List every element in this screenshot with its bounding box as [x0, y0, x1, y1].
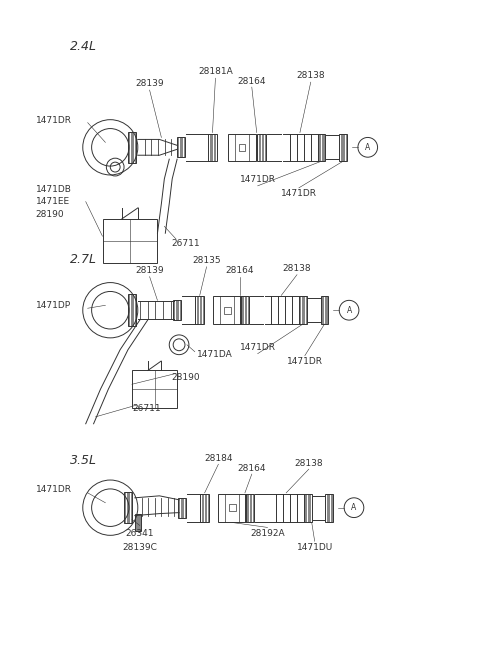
Text: 1471DR: 1471DR — [36, 485, 72, 495]
Bar — [257, 134, 266, 161]
Text: 1471DB: 1471DB — [36, 185, 72, 195]
Text: 26711: 26711 — [172, 238, 200, 248]
Bar — [228, 504, 236, 511]
Bar — [200, 494, 209, 521]
Text: 28138: 28138 — [294, 458, 323, 468]
Text: 1471DP: 1471DP — [36, 301, 71, 310]
Bar — [228, 134, 256, 161]
Text: A: A — [347, 306, 352, 314]
Text: 1471DR: 1471DR — [240, 176, 276, 185]
Bar — [321, 297, 328, 324]
Text: 26711: 26711 — [132, 404, 161, 413]
Bar — [103, 219, 157, 263]
Text: 28139: 28139 — [135, 266, 164, 275]
Bar — [132, 371, 177, 408]
Bar — [128, 295, 136, 326]
Text: 28184: 28184 — [204, 454, 233, 463]
Text: 28164: 28164 — [238, 464, 266, 473]
Text: 1471EE: 1471EE — [36, 197, 70, 206]
Text: A: A — [365, 143, 371, 152]
Text: 1471DU: 1471DU — [297, 543, 333, 552]
Bar — [318, 134, 325, 161]
Text: 28190: 28190 — [36, 210, 64, 219]
Bar — [304, 494, 312, 521]
Text: 3.5L: 3.5L — [70, 453, 97, 466]
Text: A: A — [351, 503, 357, 512]
Text: 1471DR: 1471DR — [240, 343, 276, 352]
Bar — [208, 134, 217, 161]
Text: 1471DR: 1471DR — [287, 357, 323, 366]
Text: 28164: 28164 — [238, 77, 266, 86]
Bar — [135, 514, 141, 531]
Text: 28192A: 28192A — [250, 529, 285, 538]
Text: 1471DR: 1471DR — [281, 189, 317, 198]
Bar — [178, 498, 186, 517]
Bar — [325, 494, 333, 521]
Text: 28138: 28138 — [297, 71, 325, 80]
Text: 2.7L: 2.7L — [70, 253, 97, 266]
Bar — [239, 144, 245, 151]
Text: 28139C: 28139C — [122, 543, 157, 552]
Text: 1471DR: 1471DR — [36, 116, 72, 125]
Bar — [214, 297, 241, 324]
Text: 2.4L: 2.4L — [70, 40, 97, 52]
Text: 1471DA: 1471DA — [197, 350, 232, 359]
Text: 28139: 28139 — [135, 79, 164, 88]
Text: 28138: 28138 — [283, 264, 312, 273]
Bar — [124, 492, 132, 523]
Bar — [128, 132, 136, 163]
Bar — [339, 134, 347, 161]
Bar — [245, 494, 254, 521]
Bar — [224, 307, 231, 314]
Bar — [177, 138, 185, 157]
Text: 28190: 28190 — [172, 373, 200, 382]
Text: 26341: 26341 — [126, 529, 154, 538]
Text: 28164: 28164 — [226, 266, 254, 275]
Bar — [195, 297, 204, 324]
Bar — [240, 297, 249, 324]
Text: 28135: 28135 — [192, 256, 221, 265]
Bar — [218, 494, 246, 521]
Bar — [299, 297, 307, 324]
Bar — [173, 301, 181, 320]
Text: 28181A: 28181A — [198, 67, 233, 76]
